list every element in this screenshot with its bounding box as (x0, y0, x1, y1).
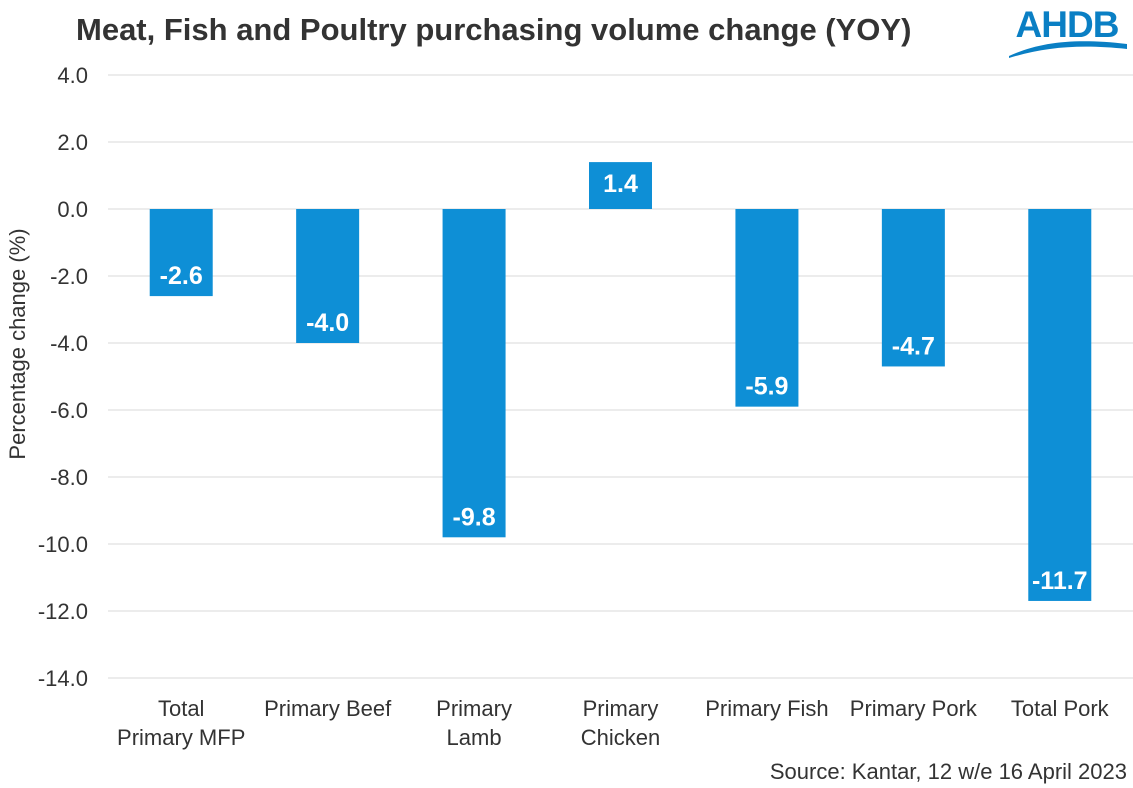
x-category-label: Total Pork (1011, 696, 1110, 721)
bar-data-label: -4.7 (892, 332, 935, 360)
bar-data-labels: -2.6 -4.0 -9.8 1.4 -5.9 -4.7 -11.7 (160, 170, 1088, 595)
chart-title: Meat, Fish and Poultry purchasing volume… (76, 12, 912, 47)
bar-data-label: 1.4 (603, 170, 638, 198)
bar-data-label: -2.6 (160, 262, 203, 290)
logo-wave-icon (1009, 41, 1127, 58)
x-axis-categories: Total Primary MFP Primary Beef Primary Lamb P… (117, 696, 1110, 750)
x-category-label: Total Primary MFP (117, 696, 245, 750)
y-tick-label: -2.0 (50, 264, 88, 289)
source-note: Source: Kantar, 12 w/e 16 April 2023 (769, 759, 1127, 784)
y-tick-label: -4.0 (50, 331, 88, 356)
bar (1028, 209, 1092, 601)
y-tick-label: -8.0 (50, 465, 88, 490)
bar (442, 209, 506, 538)
bar (881, 209, 945, 367)
logo-text: AHDB (1016, 4, 1119, 45)
bar-data-label: -5.9 (745, 373, 788, 401)
x-category-label: Primary Chicken (581, 696, 660, 750)
ahdb-logo: AHDB (1009, 4, 1127, 58)
bar (735, 209, 799, 407)
bar (149, 209, 213, 297)
bar (296, 209, 360, 343)
y-tick-label: -6.0 (50, 398, 88, 423)
y-axis-ticks: 4.0 2.0 0.0 -2.0 -4.0 -6.0 -8.0 -10.0 -12.0 -14.0 (38, 63, 88, 691)
bar-data-label: -9.8 (453, 503, 496, 531)
y-tick-label: 2.0 (57, 130, 88, 155)
x-category-label: Primary Fish (705, 696, 828, 721)
bars (149, 162, 1092, 601)
y-tick-label: -10.0 (38, 532, 88, 557)
y-tick-label: 4.0 (57, 63, 88, 88)
y-tick-label: -14.0 (38, 666, 88, 691)
y-axis-title: Percentage change (%) (5, 228, 30, 459)
bar-data-label: -4.0 (306, 309, 349, 337)
x-category-label: Primary Beef (264, 696, 392, 721)
x-category-label: Primary Pork (850, 696, 978, 721)
bar (589, 162, 652, 209)
y-tick-label: 0.0 (57, 197, 88, 222)
bar-data-label: -11.7 (1032, 567, 1088, 595)
x-category-label: Primary Lamb (436, 696, 512, 750)
y-tick-label: -12.0 (38, 599, 88, 624)
gridlines (108, 74, 1133, 679)
